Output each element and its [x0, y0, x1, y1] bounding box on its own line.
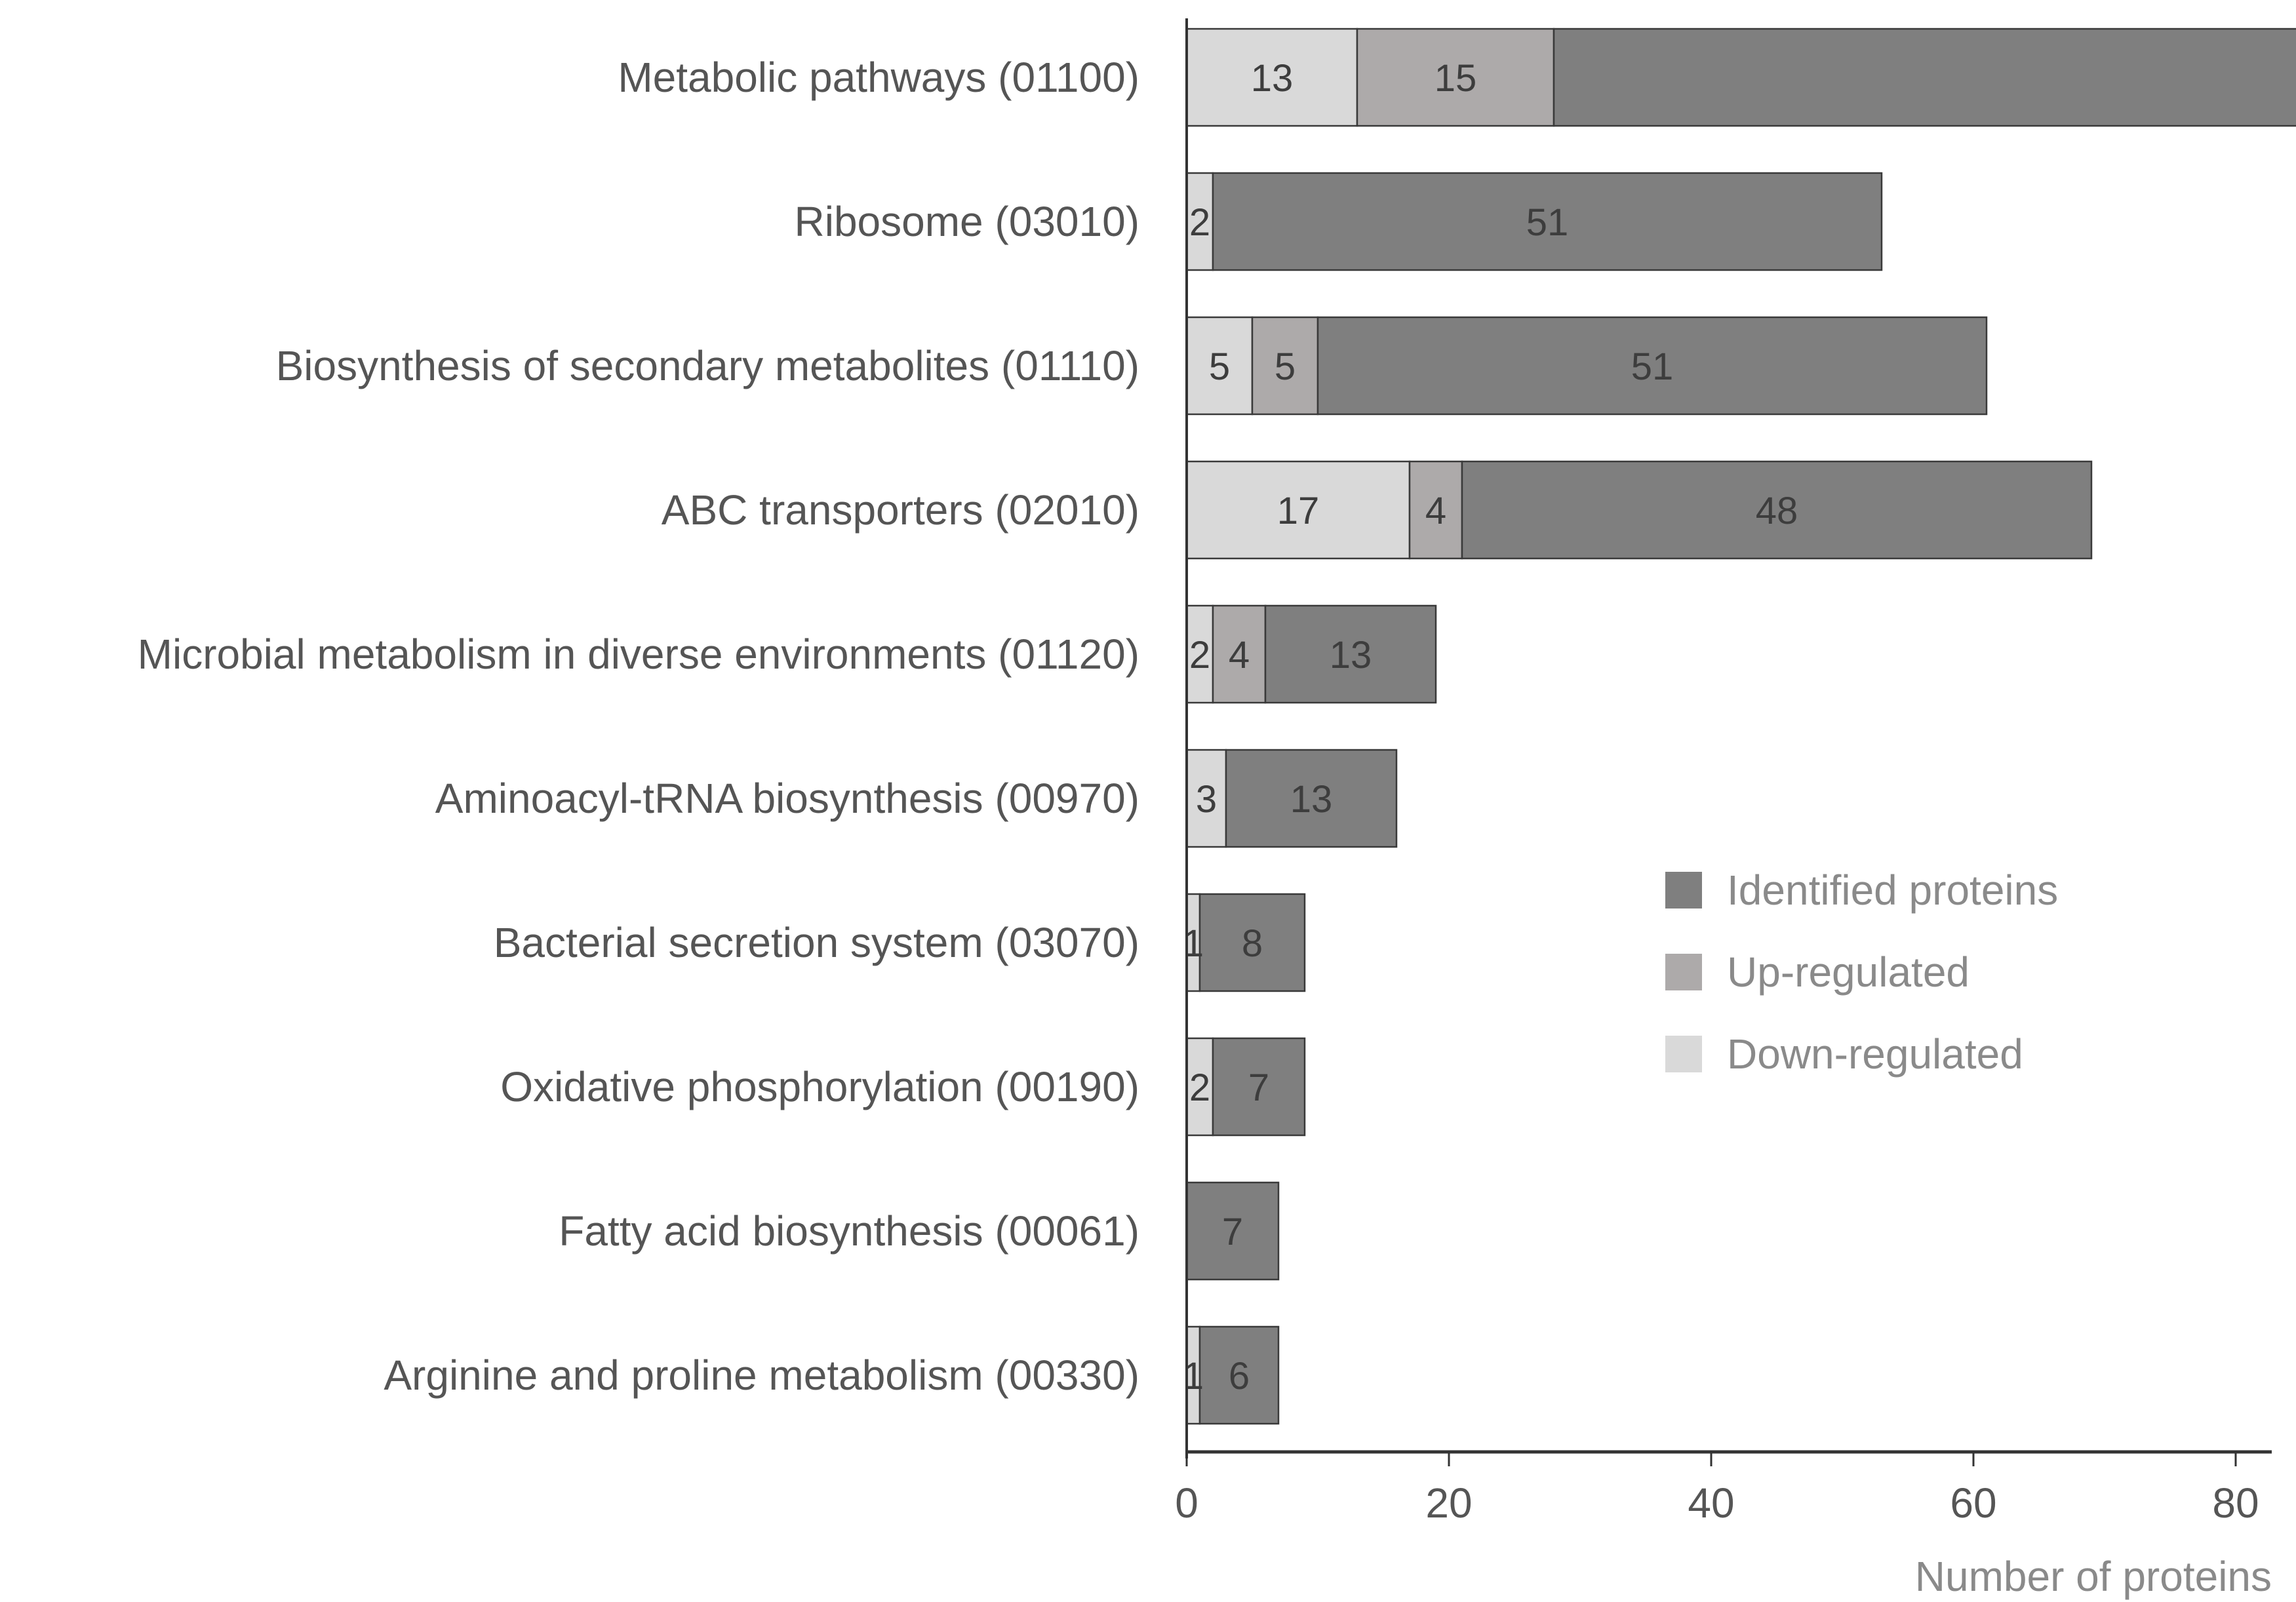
bar-down-regulated — [1185, 316, 1254, 416]
bar-value-label: 17 — [1277, 490, 1320, 532]
x-tick-label: 80 — [2212, 1479, 2259, 1527]
bar-value-label: 8 — [1242, 922, 1263, 965]
bar-value-label: 5 — [1209, 345, 1230, 388]
category-label: Aminoacyl-tRNA biosynthesis (00970) — [435, 775, 1139, 822]
bar-identified-proteins — [1225, 749, 1398, 848]
category-label: ABC transporters (02010) — [662, 486, 1139, 534]
x-tick-label: 60 — [1950, 1479, 1996, 1527]
legend-label: Identified proteins — [1727, 867, 2058, 914]
bar-value-label: 51 — [1526, 201, 1569, 244]
x-axis-title: Number of proteins — [1915, 1553, 2272, 1600]
bar-value-label: 7 — [1222, 1211, 1243, 1253]
bar-value-label: 2 — [1189, 1066, 1210, 1109]
bar-up-regulated — [1356, 28, 1555, 127]
category-label: Arginine and proline metabolism (00330) — [384, 1352, 1139, 1399]
legend-swatch-identified-proteins — [1665, 872, 1702, 908]
bar-identified-proteins — [1198, 1325, 1280, 1425]
bar-value-label: 48 — [1756, 490, 1798, 532]
bar-down-regulated — [1185, 28, 1358, 127]
bar-down-regulated — [1185, 1037, 1214, 1137]
legend-label: Down-regulated — [1727, 1030, 2023, 1078]
bar-value-label: 13 — [1251, 57, 1294, 100]
bar-value-label: 6 — [1229, 1355, 1250, 1397]
bar-identified-proteins — [1461, 460, 2093, 560]
category-label: Bacterial secretion system (03070) — [494, 919, 1139, 966]
bar-value-label: 51 — [1631, 345, 1674, 388]
bar-down-regulated — [1185, 172, 1214, 271]
bar-value-label: 4 — [1425, 490, 1446, 532]
bar-value-label: 15 — [1435, 57, 1477, 100]
category-label-group: Metabolic pathways (01100) Ribosome (0301… — [138, 54, 1139, 1399]
bar-value-label: 7 — [1248, 1066, 1269, 1109]
x-tick-label: 0 — [1175, 1479, 1198, 1527]
bar-value-label: 5 — [1275, 345, 1296, 388]
x-tick-label: 40 — [1688, 1479, 1734, 1527]
legend-swatch-down-regulated — [1665, 1036, 1702, 1072]
bar-identified-proteins — [1264, 604, 1437, 704]
bar-identified-proteins — [1212, 1037, 1306, 1137]
category-label: Biosynthesis of secondary metabolites (0… — [276, 342, 1139, 389]
bar-identified-proteins — [1212, 172, 1883, 271]
bar-value-label: 13 — [1290, 778, 1333, 821]
axes-group: 020406080100120140160Number of proteins — [1175, 18, 2272, 1600]
bar-up-regulated — [1212, 604, 1267, 704]
bar-down-regulated — [1185, 749, 1227, 848]
bar-identified-proteins — [1553, 28, 2296, 127]
bar-value-label: 4 — [1229, 634, 1250, 676]
legend-label: Up-regulated — [1727, 948, 1969, 996]
x-tick-label: 20 — [1425, 1479, 1472, 1527]
category-label: Fatty acid biosynthesis (00061) — [559, 1207, 1139, 1255]
bar-value-label: 3 — [1196, 778, 1217, 821]
bar-identified-proteins — [1198, 893, 1306, 992]
legend: Identified proteins Up-regulated Down-regu… — [1665, 867, 2058, 1078]
bar-value-label: 13 — [1330, 634, 1372, 676]
bar-value-label: 2 — [1189, 634, 1210, 676]
bar-up-regulated — [1408, 460, 1463, 560]
category-label: Metabolic pathways (01100) — [618, 54, 1139, 101]
bar-group — [1185, 28, 2296, 1425]
category-label: Oxidative phosphorylation (00190) — [500, 1063, 1139, 1110]
category-label: Microbial metabolism in diverse environm… — [138, 631, 1139, 678]
legend-swatch-up-regulated — [1665, 954, 1702, 990]
bar-identified-proteins — [1316, 316, 1988, 416]
bar-up-regulated — [1251, 316, 1319, 416]
category-label: Ribosome (03010) — [795, 198, 1140, 245]
bar-value-label: 2 — [1189, 201, 1210, 244]
